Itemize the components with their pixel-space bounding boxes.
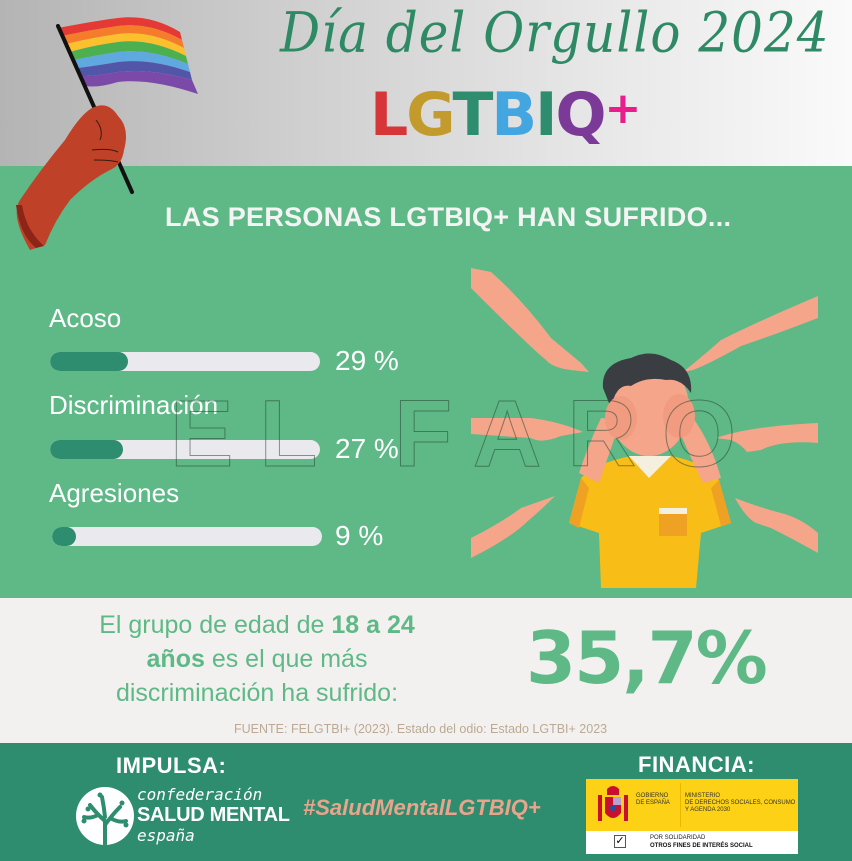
gov-divider: [680, 783, 681, 827]
impulsa-label: IMPULSA:: [116, 753, 227, 778]
stat-value-discriminacion: 27 %: [335, 433, 399, 464]
ministry-label: MINISTERIO DE DERECHOS SOCIALES, CONSUMO…: [685, 793, 795, 814]
gov-gobierno: GOBIERNO: [636, 793, 669, 799]
source-citation: FUENTE: FELGTBI+ (2023). Estado del odio…: [234, 722, 608, 736]
letter-plus: +: [604, 83, 641, 134]
letter-l: L: [370, 80, 408, 150]
progress-bar-acoso: [50, 352, 320, 371]
lgtbiq-logo: LGTBIQ+: [370, 80, 641, 150]
fines-label: OTROS FINES DE INTERÉS SOCIAL: [650, 843, 753, 849]
hashtag: #SaludMentalLGTBIQ+: [303, 795, 541, 820]
government-logo: GOBIERNO DE ESPAÑA MINISTERIO DE DERECHO…: [586, 779, 798, 854]
progress-bar-discriminacion: [50, 440, 320, 459]
highlight-percentage: 35,7%: [526, 616, 768, 700]
stat-value-agresiones: 9 %: [335, 520, 384, 551]
stat-value-acoso: 29 %: [335, 345, 399, 376]
letter-i: I: [535, 80, 557, 150]
age-text-end: discriminación ha sufrido:: [115, 679, 399, 707]
letter-t: T: [452, 80, 493, 150]
header-banner: Día del Orgullo 2024 LGTBIQ+: [0, 0, 852, 166]
age-unit-bold: años: [146, 645, 205, 673]
salud-mental-tree-icon: [76, 787, 134, 845]
age-range-bold: 18 a 24: [331, 611, 415, 639]
bullied-person-illustration: [471, 268, 818, 588]
ministry-line3: Y AGENDA 2030: [685, 807, 731, 813]
gov-label: GOBIERNO DE ESPAÑA: [636, 793, 670, 807]
letter-q: Q: [555, 80, 606, 150]
org-name-line2: SALUD MENTAL: [137, 804, 290, 826]
progress-fill-agresiones: [52, 527, 77, 546]
pride-flag-hand-icon: [16, 17, 198, 250]
letter-g: G: [406, 80, 454, 150]
section-subtitle: LAS PERSONAS LGTBIQ+ HAN SUFRIDO...: [165, 202, 732, 232]
gov-espana: DE ESPAÑA: [636, 800, 670, 806]
coat-of-arms-icon: [598, 786, 628, 821]
stat-label-agresiones: Agresiones: [49, 478, 180, 508]
ministry-line2: DE DERECHOS SOCIALES, CONSUMO: [685, 800, 796, 806]
stat-label-acoso: Acoso: [49, 303, 122, 333]
progress-bar-agresiones: [52, 527, 322, 546]
stat-label-discriminacion: Discriminación: [49, 390, 219, 420]
age-group-text: El grupo de edad de 18 a 24 años es el q…: [72, 608, 442, 710]
page-title: Día del Orgullo 2024: [280, 1, 830, 65]
highlight-section: [0, 598, 852, 743]
org-name-line1: confederación: [137, 785, 263, 804]
org-name-line3: españa: [137, 826, 195, 845]
age-text-mid: es el que más: [204, 645, 368, 673]
ministry-line1: MINISTERIO: [685, 793, 721, 799]
progress-fill-discriminacion: [50, 440, 123, 459]
checkbox-icon: ✓: [614, 835, 626, 848]
progress-fill-acoso: [50, 352, 129, 371]
government-banner: GOBIERNO DE ESPAÑA MINISTERIO DE DERECHO…: [586, 779, 798, 831]
letter-b: B: [491, 80, 537, 150]
age-text-pre: El grupo de edad de: [99, 611, 332, 639]
solidaridad-label: POR SOLIDARIDAD: [650, 835, 706, 841]
financia-label: FINANCIA:: [638, 752, 755, 777]
